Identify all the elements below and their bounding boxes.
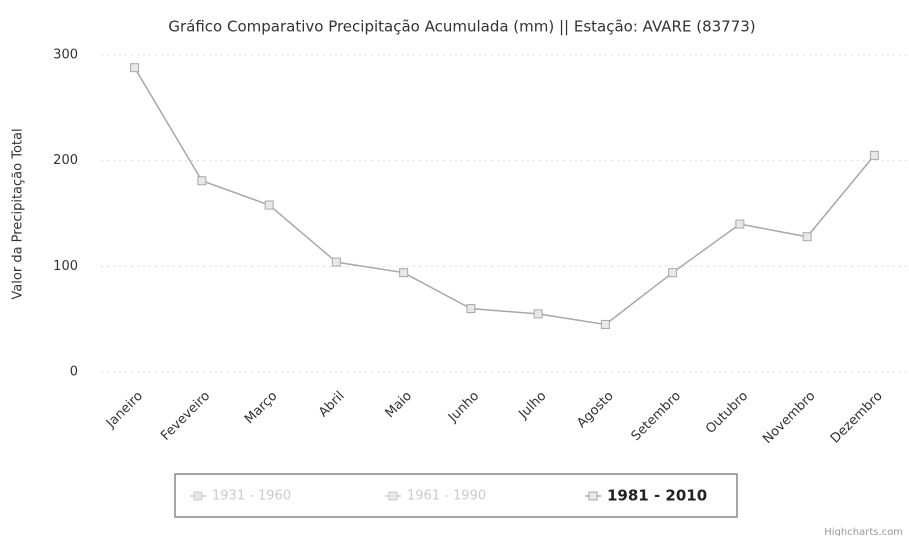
y-axis-label: Valor da Precipitação Total xyxy=(11,128,26,299)
x-tick-label: Feveveiro xyxy=(158,389,213,444)
y-tick-label: 100 xyxy=(53,259,78,274)
x-tick-label: Janeiro xyxy=(103,389,146,432)
x-tick-label: Julho xyxy=(516,389,550,423)
x-tick-label: Agosto xyxy=(574,389,616,431)
data-point xyxy=(197,176,207,186)
series-line xyxy=(133,67,875,326)
legend-marker xyxy=(193,491,203,501)
chart-title: Gráfico Comparativo Precipitação Acumula… xyxy=(168,18,755,36)
x-tick-label: Março xyxy=(242,389,280,427)
legend-box xyxy=(174,473,738,518)
x-tick-label: Setembro xyxy=(629,389,684,444)
legend-marker xyxy=(388,491,398,501)
data-point xyxy=(130,63,140,73)
y-tick-label: 300 xyxy=(53,48,78,63)
legend-marker xyxy=(588,491,598,501)
data-point xyxy=(466,304,476,314)
x-tick-label: Dezembro xyxy=(828,389,886,447)
legend-item[interactable]: 1981 - 2010 xyxy=(607,487,707,505)
data-point xyxy=(600,319,610,329)
data-point xyxy=(533,309,543,319)
legend-item[interactable]: 1931 - 1960 xyxy=(212,489,291,504)
y-tick-label: 200 xyxy=(53,153,78,168)
data-point xyxy=(668,268,678,278)
y-tick-label: 0 xyxy=(70,365,78,380)
data-point xyxy=(802,232,812,242)
legend-item[interactable]: 1961 - 1990 xyxy=(407,489,486,504)
data-point xyxy=(735,219,745,229)
data-point xyxy=(264,200,274,210)
x-tick-label: Novembro xyxy=(760,389,818,447)
x-tick-label: Maio xyxy=(383,389,415,421)
x-tick-label: Junho xyxy=(445,389,482,426)
x-tick-label: Outubro xyxy=(703,389,751,437)
data-point xyxy=(869,150,879,160)
credits[interactable]: Highcharts.com xyxy=(824,527,903,536)
x-tick-label: Abril xyxy=(316,389,348,421)
data-point xyxy=(331,257,341,267)
data-point xyxy=(399,268,409,278)
